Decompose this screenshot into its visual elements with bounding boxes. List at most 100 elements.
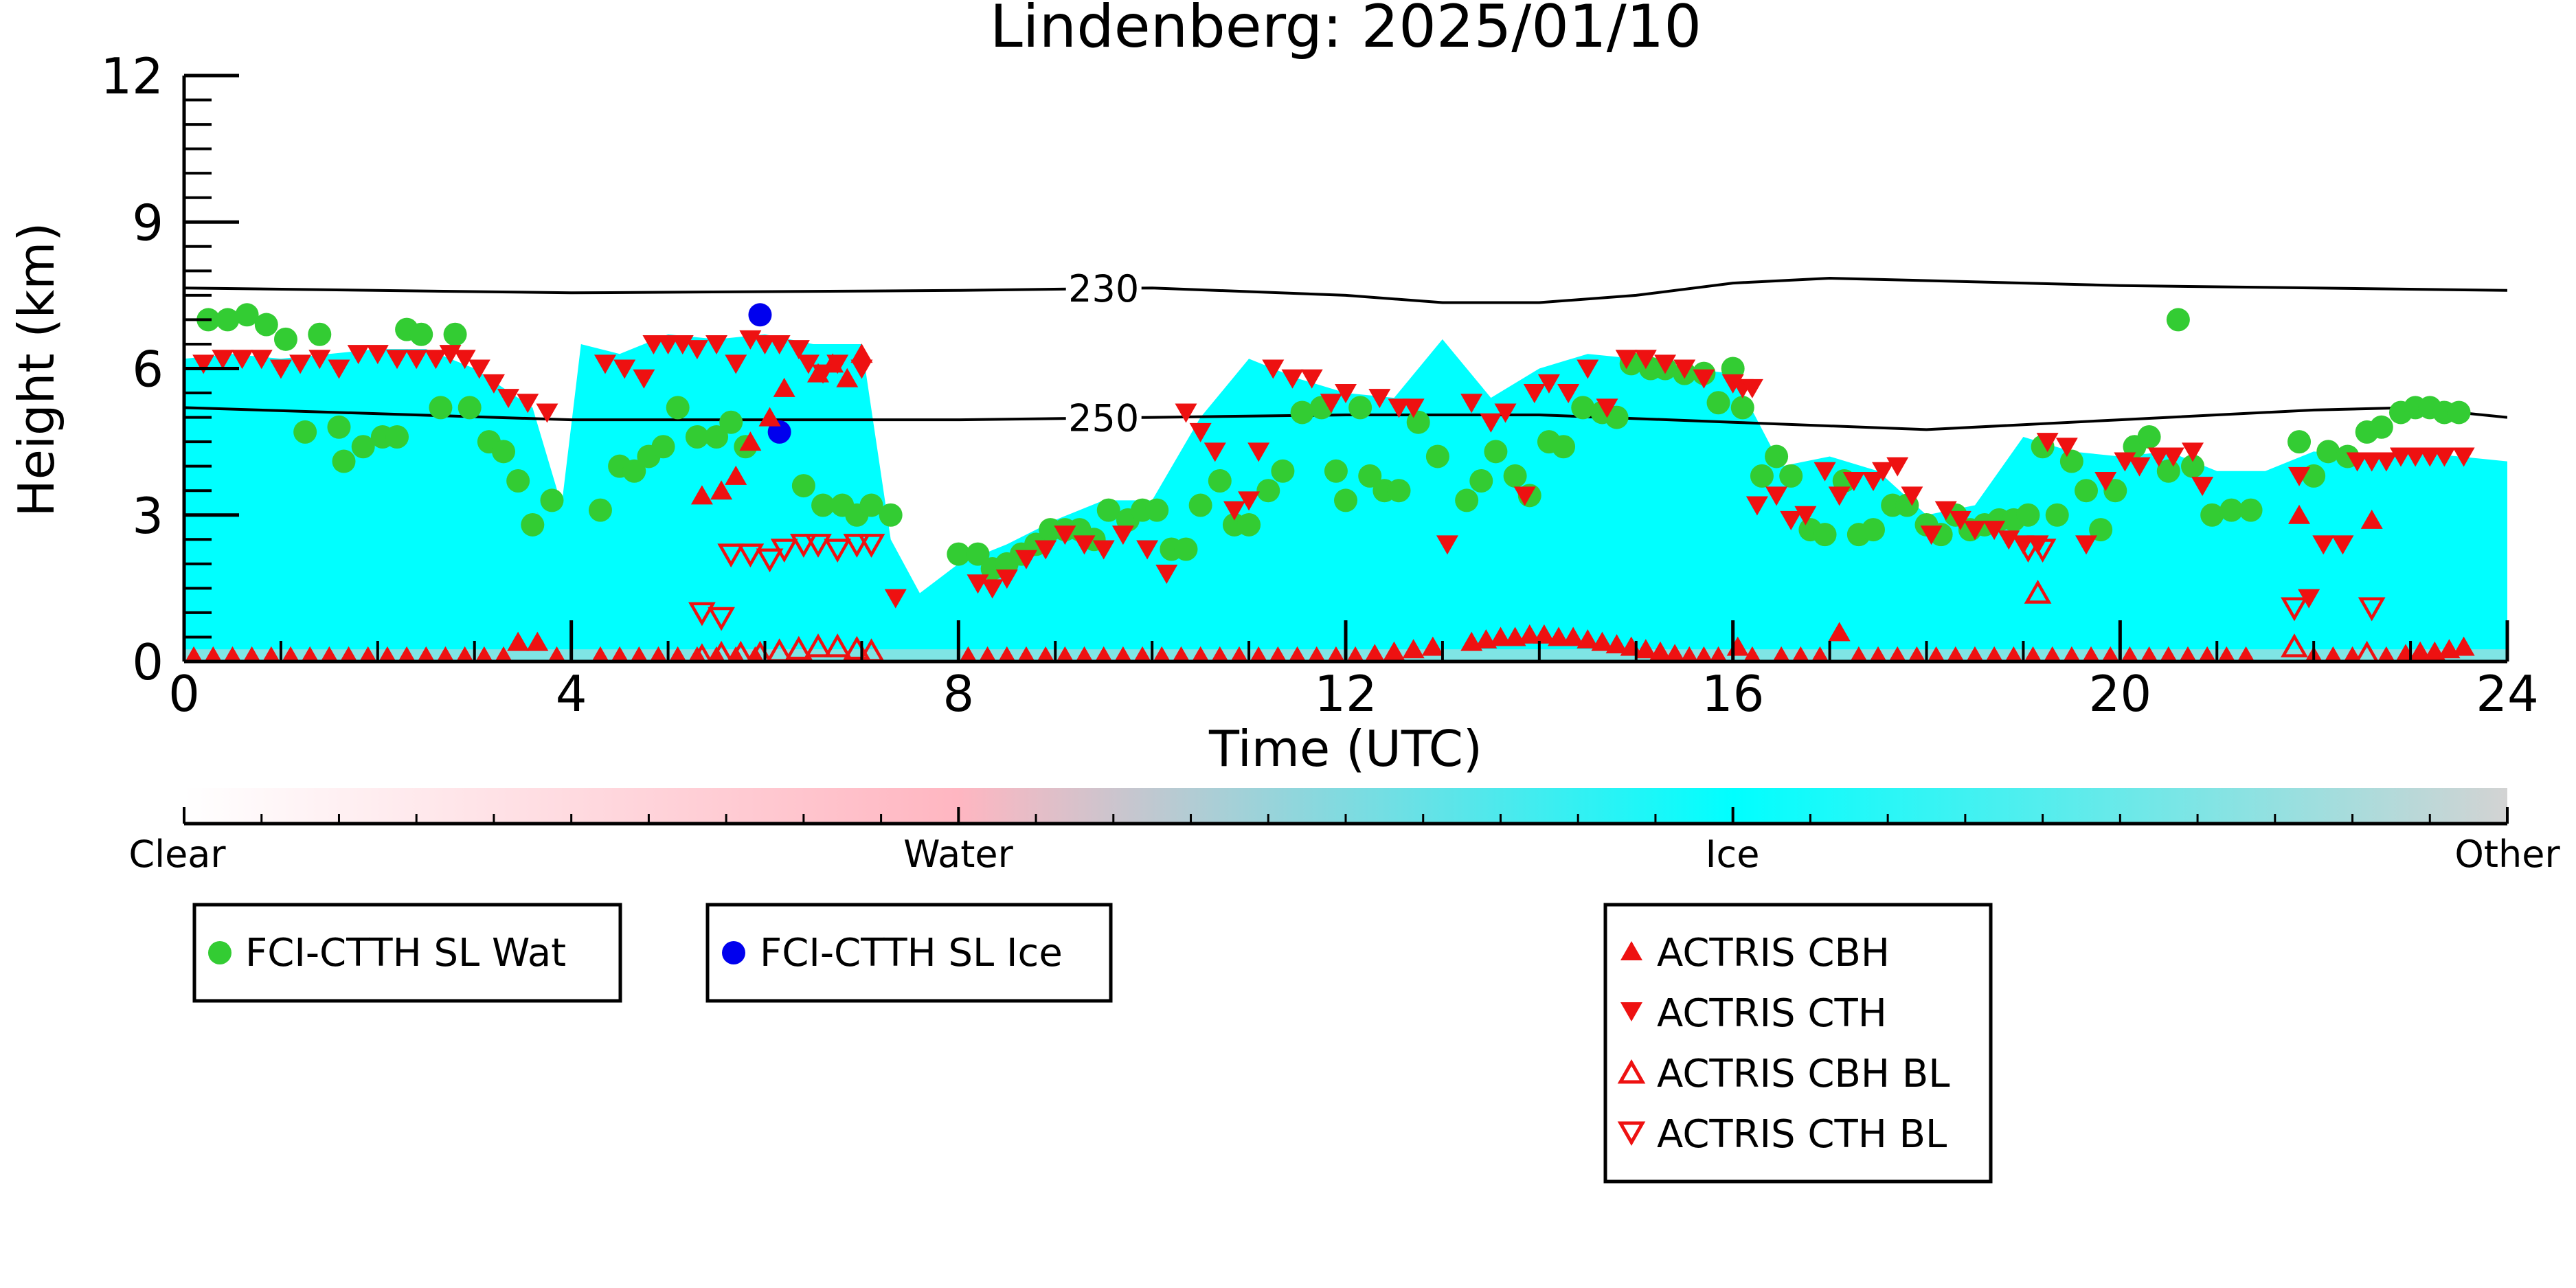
data-point <box>685 425 709 449</box>
data-point <box>1828 486 1851 506</box>
colorbar-label-clear: Clear <box>128 833 226 876</box>
colorbar-label-other: Other <box>2454 833 2560 876</box>
data-point <box>2447 400 2471 425</box>
data-point <box>1095 646 1113 662</box>
data-point <box>2179 646 2197 662</box>
data-point <box>1230 646 1248 662</box>
data-point <box>2287 430 2312 454</box>
data-point <box>2162 447 2184 467</box>
data-point <box>1191 646 1210 662</box>
data-point <box>436 646 455 662</box>
data-point <box>1189 422 1212 442</box>
legend-label: FCI-CTTH SL Wat <box>245 931 566 975</box>
data-point <box>262 646 280 662</box>
data-point <box>978 646 997 662</box>
data-point <box>506 468 530 493</box>
data-point <box>1054 526 1076 545</box>
data-point <box>1271 459 1295 483</box>
data-point <box>1111 526 1134 545</box>
data-point <box>688 602 716 626</box>
data-point <box>359 646 377 662</box>
data-point <box>417 646 435 662</box>
data-point <box>981 579 1004 599</box>
data-point <box>2324 646 2342 662</box>
data-point <box>1172 646 1190 662</box>
data-point <box>192 354 215 374</box>
data-point <box>1842 471 1865 491</box>
data-point <box>1075 646 1094 662</box>
data-point <box>1985 646 2003 662</box>
data-point <box>1850 646 1868 662</box>
data-point <box>1208 468 1232 493</box>
data-point <box>1480 413 1502 433</box>
data-point <box>243 646 261 662</box>
data-point <box>1706 391 1730 415</box>
data-point <box>212 350 234 370</box>
data-point <box>254 313 278 337</box>
data-point <box>507 631 530 651</box>
data-point <box>1155 565 1178 585</box>
colorbar-label-water: Water <box>903 833 1013 876</box>
data-point <box>1908 646 1926 662</box>
data-point <box>2358 597 2386 622</box>
data-point <box>789 534 817 558</box>
data-point <box>2375 452 2397 472</box>
data-point <box>2044 646 2061 662</box>
data-point <box>2312 535 2335 555</box>
data-point <box>1484 440 1508 464</box>
data-point <box>588 498 612 522</box>
x-tick-label: 12 <box>1314 665 1377 723</box>
data-point <box>1811 646 1829 662</box>
data-point <box>1035 540 1057 560</box>
data-point <box>1175 403 1197 423</box>
data-point <box>1888 646 1906 662</box>
data-point <box>1634 639 1657 659</box>
data-point <box>826 354 849 374</box>
legend-label: ACTRIS CBH <box>1657 931 1890 975</box>
plot-area: 230 250 <box>184 267 2507 662</box>
data-point <box>2433 447 2456 467</box>
data-point <box>756 548 784 573</box>
data-point <box>385 425 409 449</box>
legend-marker-triangle-down <box>1620 1002 1642 1021</box>
data-point <box>719 410 743 434</box>
data-point <box>736 543 765 568</box>
data-point <box>2103 479 2127 503</box>
data-point <box>784 635 813 660</box>
data-point <box>843 534 871 558</box>
data-point <box>536 403 558 423</box>
data-point <box>2128 457 2151 477</box>
data-point <box>804 534 832 558</box>
data-point <box>235 303 259 327</box>
data-point <box>366 345 389 365</box>
data-point <box>1828 622 1851 642</box>
data-point <box>1548 626 1570 646</box>
data-point <box>320 646 339 662</box>
contour-label-bg <box>1065 398 1142 438</box>
data-point <box>739 431 762 451</box>
data-point <box>1223 501 1245 521</box>
data-point <box>729 640 753 662</box>
data-point <box>1406 410 1430 434</box>
data-point <box>2156 459 2180 483</box>
legend-box <box>192 903 622 1003</box>
data-point <box>1869 646 1887 662</box>
data-point <box>2404 447 2427 467</box>
data-point <box>717 543 745 568</box>
data-point <box>2182 442 2204 462</box>
data-point <box>308 322 332 346</box>
data-point <box>2024 579 2052 604</box>
data-point <box>2045 503 2069 527</box>
data-point <box>1649 641 1671 661</box>
data-point <box>1402 398 1425 418</box>
data-point <box>1237 512 1261 536</box>
data-point <box>686 340 708 360</box>
data-point <box>1872 462 1895 482</box>
data-point <box>1460 394 1483 414</box>
legend-label: ACTRIS CBH BL <box>1657 1052 1950 1096</box>
y-tick-label: 3 <box>132 487 163 545</box>
data-point <box>1133 646 1151 662</box>
data-point <box>1814 462 1836 482</box>
x-tick-label: 20 <box>2089 665 2152 723</box>
data-point <box>1073 535 1096 555</box>
